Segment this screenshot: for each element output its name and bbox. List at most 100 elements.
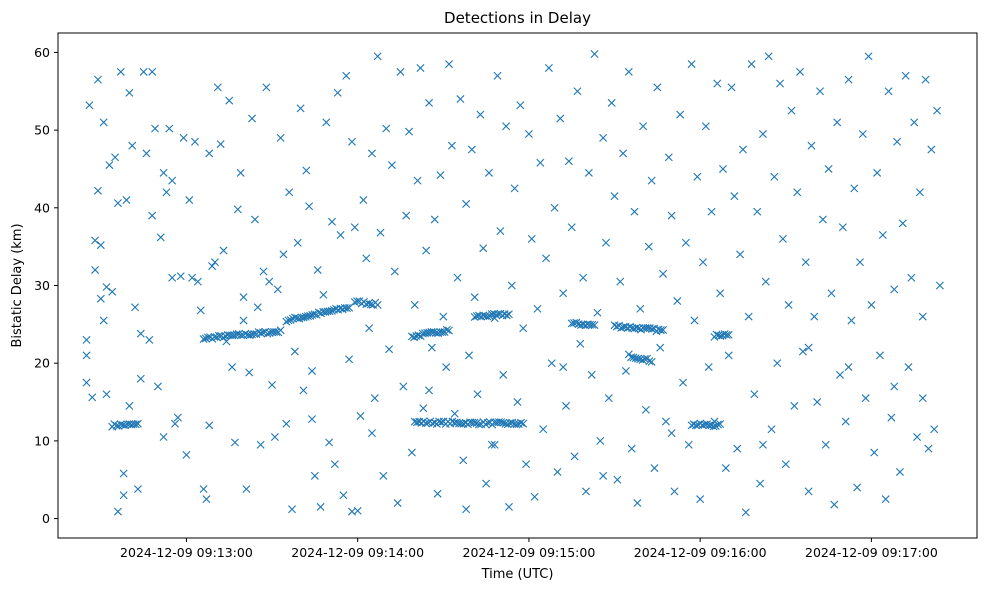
track-point — [656, 326, 665, 335]
data-point — [713, 79, 722, 88]
data-point — [342, 71, 351, 80]
data-point — [191, 137, 199, 146]
data-point — [270, 433, 279, 441]
data-point — [208, 262, 217, 271]
data-point — [316, 502, 325, 511]
track-point — [724, 330, 733, 339]
data-point — [841, 417, 850, 426]
track-point — [629, 353, 638, 362]
data-point — [496, 227, 505, 236]
data-point — [559, 289, 568, 298]
track-point — [214, 331, 223, 340]
data-point — [659, 269, 668, 278]
track-point — [716, 420, 725, 429]
data-point — [781, 460, 790, 469]
data-point — [630, 207, 639, 216]
data-point — [647, 176, 656, 185]
data-point — [716, 289, 725, 298]
data-point — [276, 133, 285, 142]
data-point — [582, 487, 590, 496]
track-point — [716, 332, 725, 341]
data-point — [624, 67, 633, 76]
data-point — [205, 421, 214, 430]
track-point — [588, 320, 597, 329]
data-point — [644, 242, 653, 251]
data-point — [758, 440, 767, 449]
data-point — [587, 370, 596, 379]
data-point — [333, 88, 342, 97]
data-point — [493, 71, 502, 80]
data-point — [185, 196, 194, 205]
track-point — [504, 310, 513, 319]
data-point — [522, 460, 531, 469]
data-point — [313, 265, 322, 274]
data-point — [933, 106, 942, 115]
data-point — [119, 469, 128, 478]
data-point — [793, 188, 802, 197]
data-point — [858, 130, 867, 138]
data-point — [544, 63, 553, 72]
track-point — [325, 307, 334, 316]
data-point — [125, 401, 134, 410]
data-point — [758, 130, 767, 138]
data-point — [639, 122, 648, 131]
data-point — [145, 335, 154, 344]
data-point — [168, 273, 177, 282]
data-point — [927, 145, 936, 154]
data-point — [619, 149, 628, 158]
data-point — [516, 101, 525, 110]
track-point — [199, 335, 208, 344]
data-point — [807, 141, 816, 150]
data-point — [450, 409, 459, 418]
track-point — [631, 354, 640, 363]
track-point — [497, 418, 506, 427]
track-point — [230, 331, 239, 340]
data-point — [667, 429, 676, 438]
data-point — [895, 467, 904, 476]
data-point — [584, 168, 593, 177]
data-point — [176, 272, 185, 281]
data-point — [878, 231, 887, 239]
data-point — [801, 258, 810, 267]
data-point — [562, 401, 571, 410]
x-axis-title: Time (UTC) — [481, 567, 554, 582]
data-point — [282, 419, 291, 428]
data-point — [921, 75, 930, 84]
track-point — [203, 333, 212, 342]
data-point — [179, 133, 188, 142]
track-point — [414, 331, 423, 340]
data-point — [279, 250, 288, 259]
data-point — [228, 363, 237, 372]
data-point — [122, 196, 131, 205]
data-point — [153, 382, 162, 391]
data-point — [476, 110, 485, 119]
data-point — [410, 300, 419, 309]
data-point — [573, 87, 582, 96]
data-point — [890, 285, 899, 294]
data-point — [111, 153, 120, 162]
y-axis: 0 10 20 30 40 50 60 — [34, 45, 58, 526]
data-point — [547, 359, 556, 368]
data-point — [199, 485, 208, 494]
data-point — [764, 52, 773, 61]
data-point — [821, 440, 830, 449]
data-point — [530, 492, 539, 501]
x-tick-label: 2024-12-09 09:13:00 — [120, 545, 253, 560]
data-point — [268, 380, 277, 389]
data-point — [327, 217, 336, 226]
track-point — [219, 333, 228, 342]
data-point — [290, 347, 299, 356]
data-point — [296, 104, 305, 113]
data-point — [818, 215, 827, 224]
track-point — [633, 354, 642, 363]
data-point — [707, 207, 716, 216]
data-point — [168, 176, 177, 185]
data-point — [887, 413, 896, 422]
data-point — [798, 347, 807, 356]
data-point — [601, 238, 610, 247]
data-point — [627, 444, 636, 453]
data-point — [347, 137, 356, 146]
track-point — [659, 325, 668, 334]
data-point — [599, 471, 608, 480]
